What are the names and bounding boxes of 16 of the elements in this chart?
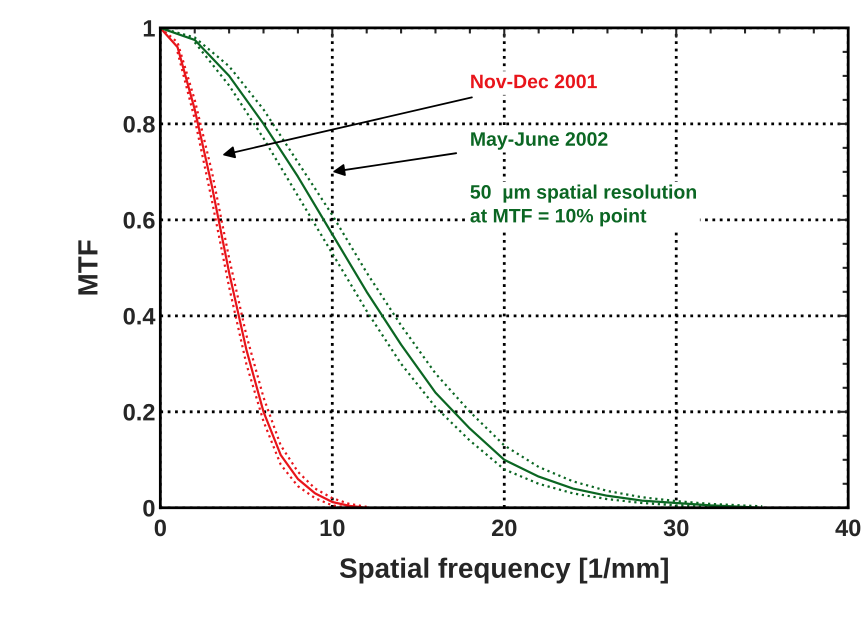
y-tick-label: 0 [143,500,155,517]
x-tick-label: 0 [154,520,166,536]
y-tick-label: 0.6 [124,212,155,229]
y-tick-label: 0.4 [124,308,156,325]
x-tick-label: 20 [492,520,516,536]
x-tick-label: 30 [664,520,688,536]
x-axis-title: Spatial frequency [1/mm] [340,558,668,584]
annotation: May-June 2002 [471,132,608,150]
annotation: Nov-Dec 2001 [471,74,597,88]
y-tick-label: 0.2 [124,404,155,421]
x-tick-label: 40 [835,520,860,536]
y-tick-label: 1 [144,20,155,36]
x-tick-label: 10 [320,520,344,536]
y-axis-title: MTF [78,240,98,295]
y-tick-label: 0.8 [124,116,155,133]
annotation: 50 µm spatial resolution at MTF = 10% point [470,184,696,226]
